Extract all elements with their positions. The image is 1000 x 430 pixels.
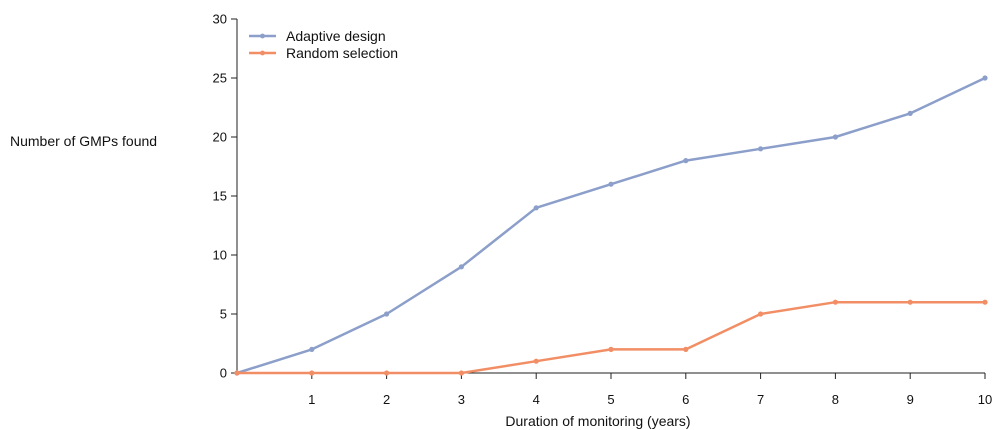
- data-point: [458, 370, 464, 376]
- x-tick-label: 6: [682, 392, 689, 407]
- series-line-adaptive-design: [236, 76, 986, 375]
- y-tick-label: 5: [220, 307, 227, 322]
- legend-label: Adaptive design: [286, 28, 386, 44]
- y-tick-label: 30: [213, 12, 227, 27]
- data-point: [608, 346, 614, 352]
- x-tick-label: 9: [907, 392, 914, 407]
- data-point: [533, 205, 539, 211]
- series-layer: [234, 75, 988, 376]
- data-point: [982, 75, 988, 81]
- data-point: [683, 346, 689, 352]
- x-tick-label: 2: [383, 392, 390, 407]
- data-point: [309, 370, 315, 376]
- legend-marker: [260, 33, 265, 39]
- data-point: [907, 110, 913, 116]
- y-tick-label: 0: [220, 366, 227, 381]
- data-point: [758, 311, 764, 317]
- y-tick-label: 10: [213, 248, 227, 263]
- data-point: [309, 346, 315, 352]
- y-tick-label: 15: [213, 189, 227, 204]
- data-point: [384, 311, 390, 317]
- data-point: [384, 370, 390, 376]
- x-tick-label: 4: [533, 392, 540, 407]
- x-tick-label: 8: [832, 392, 839, 407]
- x-axis-title: Duration of monitoring (years): [505, 413, 690, 429]
- data-point: [758, 146, 764, 152]
- data-point: [608, 181, 614, 187]
- data-point: [982, 299, 988, 305]
- x-ticks: 1 2 3 4 5 6 7 8 9 10: [308, 373, 992, 407]
- x-tick-label: 1: [308, 392, 315, 407]
- data-point: [533, 358, 539, 364]
- y-tick-label: 20: [213, 130, 227, 145]
- y-ticks: 0 5 10 15 20 25 30: [213, 12, 237, 381]
- data-point: [683, 158, 689, 164]
- y-tick-label: 25: [213, 71, 227, 86]
- series-line-random-selection: [237, 300, 985, 375]
- data-point: [832, 134, 839, 140]
- data-point: [832, 299, 839, 305]
- data-point: [458, 264, 464, 270]
- axes: [236, 19, 985, 374]
- legend-marker: [260, 50, 265, 56]
- x-tick-label: 5: [607, 392, 614, 407]
- y-axis-title: Number of GMPs found: [10, 133, 157, 149]
- legend-label: Random selection: [286, 45, 398, 61]
- data-point: [907, 299, 913, 305]
- data-point: [234, 370, 240, 376]
- series-adaptive-design: [234, 75, 988, 376]
- x-tick-label: 7: [757, 392, 764, 407]
- series-random-selection: [234, 299, 988, 376]
- x-tick-label: 3: [458, 392, 465, 407]
- x-tick-label: 10: [978, 392, 992, 407]
